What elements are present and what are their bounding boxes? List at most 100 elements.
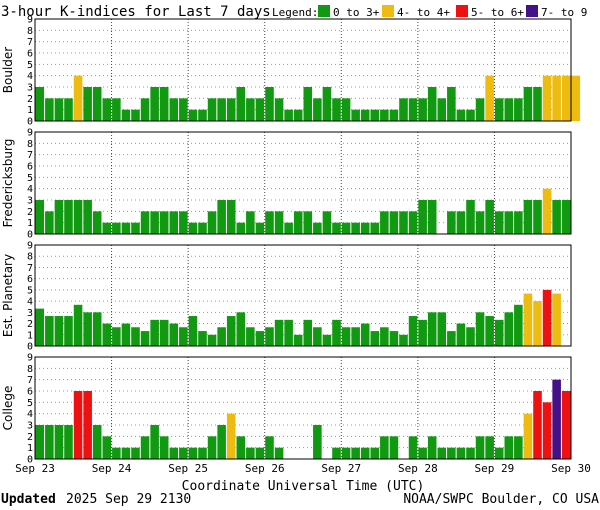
k-index-bar (427, 200, 437, 234)
k-index-bar (514, 98, 523, 121)
y-tick-label: 6 (27, 274, 33, 285)
y-tick-label: 9 (27, 128, 33, 139)
k-index-bar (35, 308, 45, 346)
k-index-bar (140, 331, 150, 346)
k-index-bar (523, 87, 533, 121)
k-index-bar (226, 413, 236, 459)
k-index-bar (322, 334, 332, 346)
k-index-bar (188, 222, 198, 234)
k-index-bar (494, 98, 504, 121)
k-index-bar (466, 327, 475, 346)
k-index-bar (322, 211, 332, 234)
k-index-bar (456, 323, 466, 346)
panel-frame (34, 18, 572, 122)
k-index-bar (408, 316, 418, 346)
y-tick-label: 8 (27, 139, 33, 150)
x-tick-label: Sep 27 (321, 462, 361, 475)
k-index-bar (198, 447, 207, 459)
legend: Legend: 0 to 3+ 4- to 4+ 5- to 6+ 7- to 9 (272, 5, 587, 19)
y-tick-label: 1 (27, 443, 33, 454)
k-index-bar (121, 447, 131, 459)
legend-swatch-1 (318, 5, 330, 17)
k-index-bar (494, 447, 504, 459)
y-tick-label: 7 (27, 263, 33, 274)
k-index-bar (265, 327, 274, 346)
k-index-bar (265, 87, 274, 121)
k-index-bar (265, 211, 274, 234)
k-index-bar (303, 319, 313, 346)
y-tick-label: 5 (27, 398, 33, 409)
y-tick-label: 4 (27, 297, 33, 308)
k-index-bar (408, 436, 418, 459)
k-index-bar (475, 211, 485, 234)
y-tick-label: 2 (27, 207, 33, 218)
k-index-bar (313, 327, 322, 346)
k-index-bar (303, 87, 313, 121)
legend-item-label: 7- to 9 (541, 6, 587, 19)
k-index-bar (380, 211, 389, 234)
k-index-bar (571, 75, 581, 121)
k-index-bar (198, 222, 207, 234)
k-index-bar (236, 222, 246, 234)
k-index-bar (159, 436, 169, 459)
k-index-bar (514, 436, 523, 459)
y-tick-label: 6 (27, 162, 33, 173)
k-index-bar (475, 312, 485, 346)
k-index-bar (217, 425, 226, 459)
k-index-bar (92, 87, 102, 121)
k-index-bar (389, 436, 399, 459)
k-index-bar (217, 200, 226, 234)
k-index-bar (533, 301, 542, 346)
k-index-bar (351, 109, 360, 121)
k-index-bar (341, 222, 351, 234)
k-index-bar (351, 222, 360, 234)
y-tick-label: 0 (27, 230, 33, 241)
k-index-bar (485, 200, 494, 234)
k-index-bar (456, 447, 466, 459)
k-index-bar (389, 109, 399, 121)
k-index-bar (427, 312, 437, 346)
k-index-bar (466, 447, 475, 459)
k-index-bar (485, 436, 494, 459)
k-index-bar (485, 316, 494, 346)
k-index-bar (437, 447, 447, 459)
k-index-bar (514, 211, 523, 234)
k-index-bar (131, 327, 140, 346)
k-index-bar (92, 211, 102, 234)
k-index-bar (284, 109, 293, 121)
k-index-bar (284, 222, 293, 234)
chart-title: 3-hour K-indices for Last 7 days (1, 4, 271, 20)
k-index-bar (313, 222, 322, 234)
k-index-bar (112, 447, 121, 459)
k-index-bar (370, 222, 380, 234)
x-tick-label: Sep 25 (168, 462, 208, 475)
footer-updated-label: Updated (1, 492, 56, 507)
k-index-bar (561, 391, 571, 459)
k-index-bar (561, 200, 571, 234)
k-index-bar (188, 316, 198, 346)
k-index-bar (112, 327, 121, 346)
k-index-bar (92, 312, 102, 346)
panel-label: Est. Planetary (1, 254, 15, 337)
y-tick-label: 1 (27, 330, 33, 341)
k-index-bar (207, 98, 217, 121)
k-index-bar (504, 98, 514, 121)
x-tick-label: Sep 26 (245, 462, 285, 475)
k-index-bar (246, 327, 255, 346)
k-index-bar (150, 319, 159, 346)
x-axis-label: Coordinate Universal Time (UTC) (182, 479, 425, 494)
k-index-bar (131, 109, 140, 121)
legend-swatch-2 (382, 5, 394, 17)
k-index-bar (533, 87, 542, 121)
k-index-bar (159, 319, 169, 346)
k-index-bar (131, 447, 140, 459)
k-index-bar (552, 293, 561, 346)
k-index-bar (418, 200, 427, 234)
k-index-bar (542, 75, 552, 121)
y-tick-label: 2 (27, 319, 33, 330)
k-index-bar (45, 316, 54, 346)
k-index-bar (73, 304, 83, 346)
k-index-bar (494, 211, 504, 234)
